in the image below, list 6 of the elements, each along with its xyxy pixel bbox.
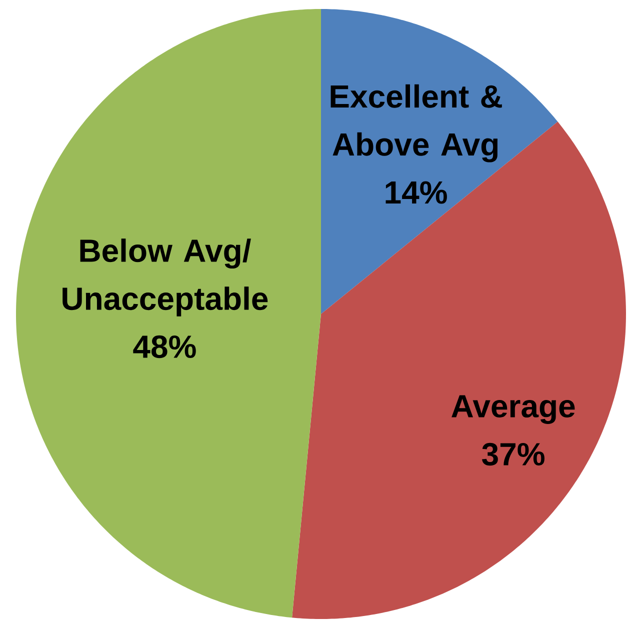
slice-label: Below Avg/Unacceptable bbox=[62, 238, 268, 316]
data-label: 14% bbox=[386, 181, 447, 204]
slice-label: Average bbox=[452, 395, 575, 424]
data-label: 37% bbox=[482, 442, 544, 466]
slice-label: Excellent & Above Avg bbox=[330, 84, 502, 162]
data-label: 48% bbox=[133, 335, 196, 358]
